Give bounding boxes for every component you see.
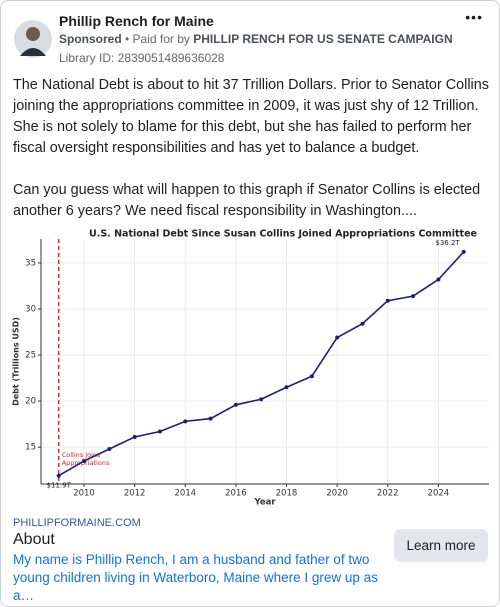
y-tick-label: 25 — [25, 351, 36, 361]
data-point — [309, 374, 314, 379]
y-tick-label: 30 — [25, 305, 36, 315]
data-point — [411, 294, 416, 299]
reference-label: Appropriations — [62, 459, 110, 467]
learn-more-button[interactable]: Learn more — [394, 529, 488, 562]
y-tick-label: 15 — [25, 443, 36, 453]
data-point — [360, 321, 365, 326]
ad-text: The National Debt is about to hit 37 Tri… — [13, 75, 493, 243]
y-axis-label: Debt (Trillions USD) — [12, 317, 21, 406]
x-axis-label: Year — [253, 498, 276, 508]
data-point — [284, 385, 289, 390]
x-tick-label: 2014 — [174, 489, 196, 499]
x-tick-label: 2018 — [276, 489, 298, 499]
chart-title: U.S. National Debt Since Susan Collins J… — [89, 229, 477, 240]
paragraph: Can you guess what will happen to this g… — [13, 182, 481, 219]
data-point — [56, 473, 61, 478]
data-point — [385, 298, 390, 303]
link-title: About — [13, 531, 55, 548]
x-tick-label: 2016 — [225, 489, 247, 499]
page-name[interactable]: Phillip Rench for Maine — [59, 13, 214, 29]
sponsored: Sponsored — [59, 32, 122, 46]
link-description: My name is Phillip Rench, I am a husband… — [13, 552, 378, 603]
sponsor-line: Sponsored • Paid for by PHILLIP RENCH FO… — [59, 32, 453, 46]
link-preview[interactable]: PHILLIPFORMAINE.COM About My name is Phi… — [1, 511, 499, 606]
reference-label: Collins Joins — [62, 451, 101, 459]
paid-for-prefix: Paid for by — [132, 32, 190, 46]
data-point — [208, 416, 213, 421]
chart: U.S. National Debt Since Susan Collins J… — [12, 229, 489, 508]
y-tick-label: 35 — [25, 258, 36, 268]
x-tick-label: 2024 — [428, 489, 450, 499]
annotation: $36.2T — [435, 239, 460, 247]
data-point — [132, 435, 137, 440]
data-point — [157, 429, 162, 434]
data-line — [58, 251, 465, 477]
x-tick-label: 2022 — [377, 489, 399, 499]
data-point — [436, 277, 441, 282]
more-menu[interactable]: ••• — [465, 9, 483, 25]
data-point — [183, 419, 188, 424]
y-tick-label: 20 — [25, 397, 36, 407]
data-point — [82, 458, 87, 463]
avatar — [14, 20, 52, 58]
data-point — [107, 447, 112, 451]
data-point — [335, 335, 340, 340]
link-domain: PHILLIPFORMAINE.COM — [13, 517, 141, 529]
x-tick-label: 2020 — [326, 489, 348, 499]
library-id: Library ID: 2839051489636028 — [59, 51, 225, 65]
annotation: $11.9T — [47, 482, 72, 490]
x-tick-label: 2010 — [73, 489, 95, 499]
x-tick-label: 2012 — [124, 489, 146, 499]
paid-for: PHILLIP RENCH FOR US SENATE CAMPAIGN — [193, 32, 453, 46]
data-point — [233, 402, 238, 407]
data-point — [259, 397, 264, 402]
paragraph: The National Debt is about to hit 37 Tri… — [13, 77, 489, 156]
data-point — [461, 249, 466, 254]
